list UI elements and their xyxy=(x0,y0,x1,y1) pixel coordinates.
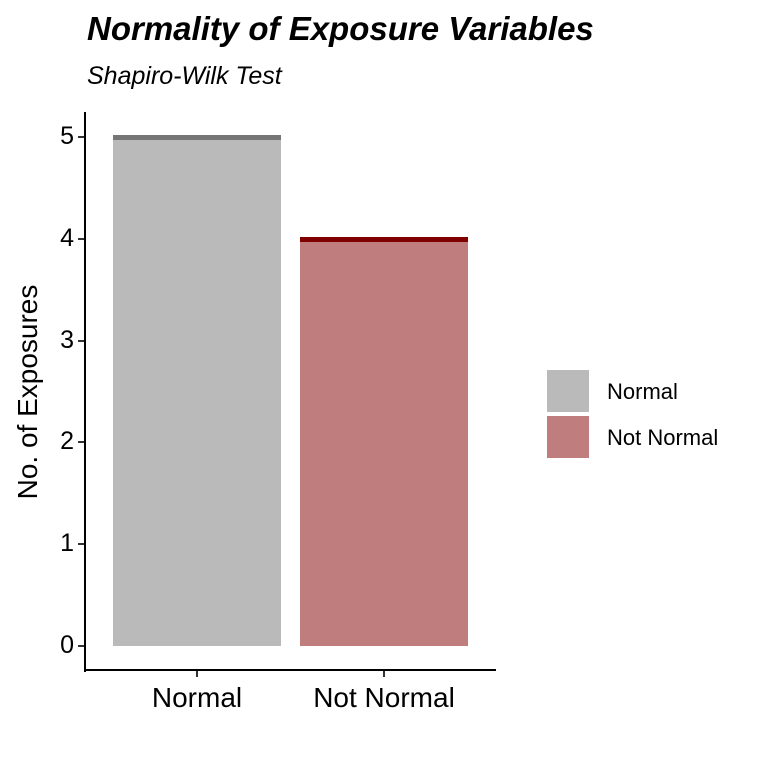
legend-label: Normal xyxy=(607,379,678,404)
x-axis-line xyxy=(84,669,496,671)
bar-top-outline xyxy=(113,135,281,140)
x-tick xyxy=(383,671,385,677)
y-tick-label: 1 xyxy=(60,529,74,558)
y-tick xyxy=(78,645,84,647)
bar-top-outline xyxy=(300,236,468,242)
y-tick xyxy=(78,441,84,444)
y-tick-label: 5 xyxy=(60,122,74,150)
x-tick-label: Normal xyxy=(151,682,243,713)
y-tick xyxy=(78,543,84,546)
y-tick xyxy=(78,136,84,138)
bar-not-normal xyxy=(300,236,468,646)
legend-label: Not Normal xyxy=(607,425,719,450)
legend-key-not-normal xyxy=(547,416,589,458)
y-tick-label: 0 xyxy=(60,631,74,659)
x-tick-label: Not Normal xyxy=(313,682,455,713)
y-tick-label: 3 xyxy=(60,325,74,354)
legend-key-normal xyxy=(547,370,589,412)
y-tick-label: 4 xyxy=(60,223,74,252)
y-tick-label: 2 xyxy=(60,427,74,456)
y-axis-title: No. of Exposures xyxy=(12,284,43,500)
x-tick xyxy=(196,671,198,677)
y-tick xyxy=(78,237,84,240)
y-axis-line xyxy=(84,112,86,672)
chart-subtitle: Shapiro-Wilk Test xyxy=(87,62,282,90)
chart-title: Normality of Exposure Variables xyxy=(87,10,594,47)
bar-normal xyxy=(113,135,281,646)
y-tick xyxy=(78,339,84,342)
